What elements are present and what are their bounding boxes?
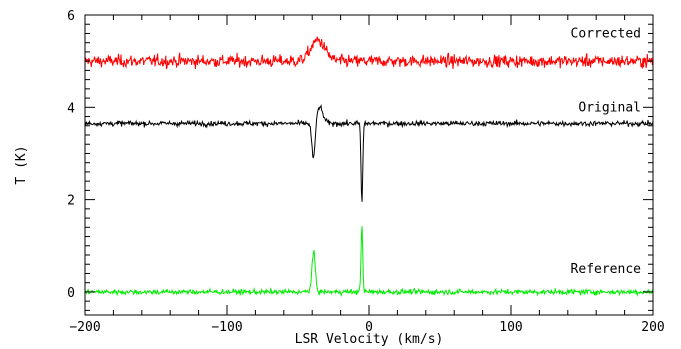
x-tick-label: −100 xyxy=(211,320,242,335)
series-labels: Corrected Original Reference xyxy=(571,26,642,276)
x-axis-label: LSR Velocity (km/s) xyxy=(295,332,444,347)
y-tick-label: 6 xyxy=(67,9,75,24)
x-tick-label: −200 xyxy=(69,320,100,335)
series-label-original: Original xyxy=(578,100,641,115)
y-axis-label: T (K) xyxy=(14,145,29,184)
series-line-original xyxy=(84,103,654,202)
y-tick-label: 2 xyxy=(67,194,75,209)
series-label-reference: Reference xyxy=(571,262,642,277)
y-tick-label: 4 xyxy=(67,101,75,116)
x-tick-label: 200 xyxy=(641,320,664,335)
series-label-corrected: Corrected xyxy=(571,26,641,41)
x-tick-label: 0 xyxy=(365,320,373,335)
series-line-reference xyxy=(84,226,654,297)
y-tick-label: 0 xyxy=(67,286,75,301)
series-line-corrected xyxy=(84,36,654,70)
ticks-layer: −200 −100 0 100 200 0 2 4 6 xyxy=(67,9,665,335)
x-tick-label: 100 xyxy=(499,320,522,335)
series-layer xyxy=(84,36,654,297)
